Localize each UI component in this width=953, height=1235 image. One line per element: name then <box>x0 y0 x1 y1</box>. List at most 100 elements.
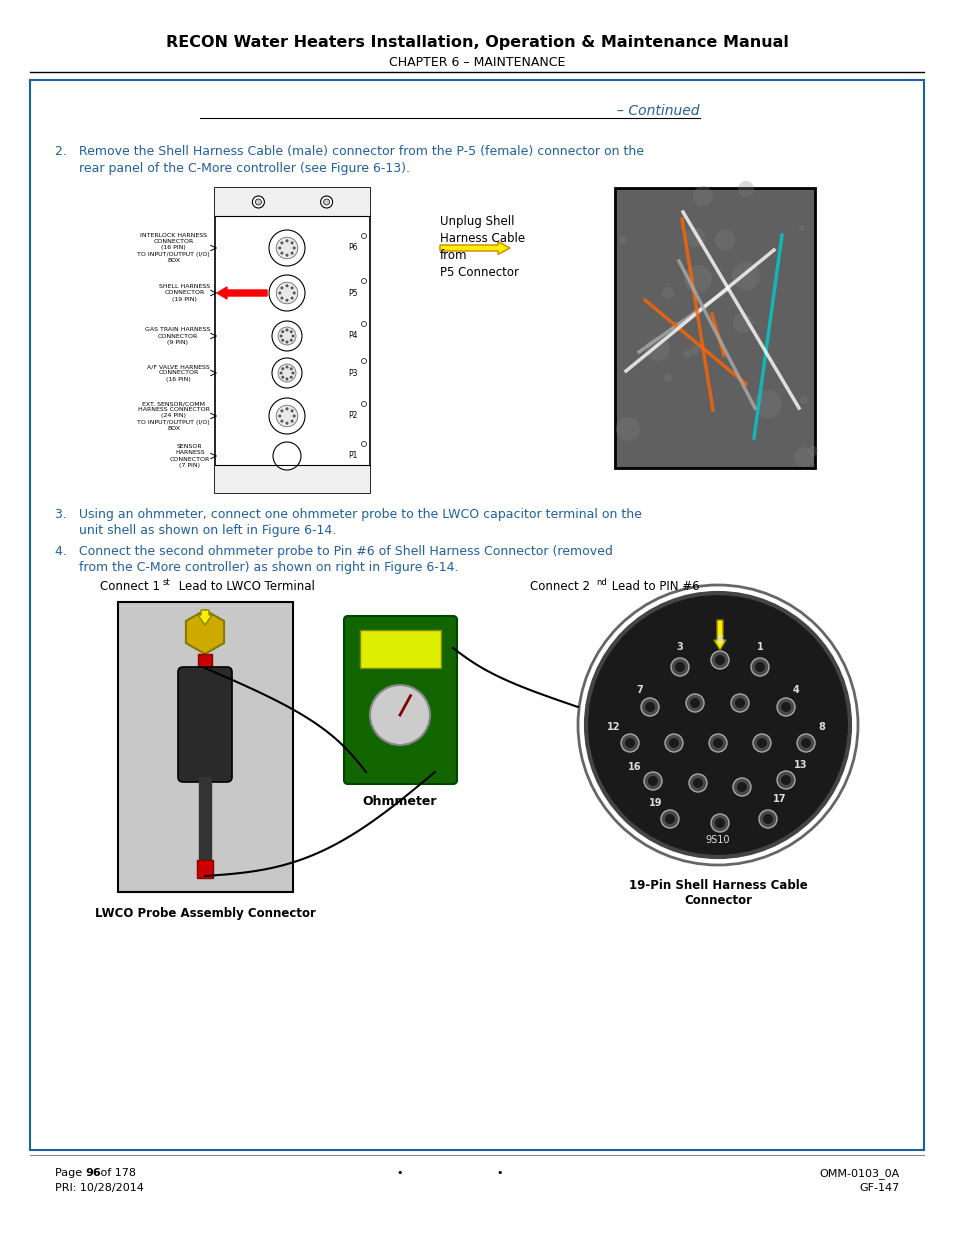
Circle shape <box>285 366 288 368</box>
Bar <box>198 655 212 668</box>
Circle shape <box>692 778 702 788</box>
Circle shape <box>361 401 366 406</box>
Circle shape <box>732 312 752 333</box>
Text: P1: P1 <box>348 452 357 461</box>
Circle shape <box>675 662 684 672</box>
Circle shape <box>290 330 293 333</box>
Circle shape <box>689 345 700 354</box>
Circle shape <box>807 446 817 456</box>
Circle shape <box>280 287 283 289</box>
Bar <box>199 777 211 862</box>
Circle shape <box>757 739 766 748</box>
Circle shape <box>280 296 283 300</box>
Circle shape <box>291 410 294 412</box>
Text: RECON Water Heaters Installation, Operation & Maintenance Manual: RECON Water Heaters Installation, Operat… <box>166 35 787 49</box>
Circle shape <box>293 247 295 249</box>
Circle shape <box>585 593 849 857</box>
Circle shape <box>618 236 626 245</box>
Text: 3: 3 <box>676 642 682 652</box>
Circle shape <box>712 739 722 748</box>
Circle shape <box>273 442 301 471</box>
Circle shape <box>732 778 750 797</box>
Text: CHAPTER 6 – MAINTENANCE: CHAPTER 6 – MAINTENANCE <box>389 56 564 68</box>
Bar <box>615 188 814 468</box>
Circle shape <box>781 701 790 713</box>
Text: EXT. SENSOR/COMM
HARNESS CONNECTOR
(24 PIN)
TO INPUT/OUTPUT (I/O)
BOX: EXT. SENSOR/COMM HARNESS CONNECTOR (24 P… <box>137 401 210 431</box>
Text: 13: 13 <box>794 760 807 769</box>
Circle shape <box>750 658 768 676</box>
Circle shape <box>738 182 753 198</box>
Circle shape <box>292 335 294 337</box>
Text: GAS TRAIN HARNESS
CONNECTOR
(9 PIN): GAS TRAIN HARNESS CONNECTOR (9 PIN) <box>145 327 210 345</box>
Circle shape <box>281 330 284 333</box>
Circle shape <box>616 417 639 441</box>
Circle shape <box>281 338 284 342</box>
Circle shape <box>781 776 790 785</box>
Circle shape <box>280 252 283 254</box>
Circle shape <box>644 701 655 713</box>
Circle shape <box>800 396 807 404</box>
Text: SENSOR
HARNESS
CONNECTOR
(7 PIN): SENSOR HARNESS CONNECTOR (7 PIN) <box>170 445 210 468</box>
Circle shape <box>278 291 281 294</box>
Text: Lead to PIN #6: Lead to PIN #6 <box>607 580 699 593</box>
Text: GF-147: GF-147 <box>859 1183 899 1193</box>
Circle shape <box>692 186 712 206</box>
Circle shape <box>285 421 288 425</box>
Text: 96: 96 <box>85 1168 101 1178</box>
Circle shape <box>292 372 294 374</box>
Circle shape <box>272 358 302 388</box>
Circle shape <box>272 321 302 351</box>
Circle shape <box>269 230 305 266</box>
Text: 12: 12 <box>607 722 620 732</box>
Circle shape <box>291 241 294 245</box>
Circle shape <box>752 734 770 752</box>
Bar <box>196 860 213 878</box>
Text: 2.   Remove the Shell Harness Cable (male) connector from the P-5 (female) conne: 2. Remove the Shell Harness Cable (male)… <box>55 144 643 158</box>
Circle shape <box>799 225 804 231</box>
Circle shape <box>285 253 288 257</box>
Text: P6: P6 <box>348 243 357 252</box>
Bar <box>214 466 370 493</box>
Circle shape <box>279 372 282 374</box>
Circle shape <box>734 698 744 708</box>
Circle shape <box>660 810 679 827</box>
Circle shape <box>801 739 810 748</box>
Circle shape <box>643 772 661 790</box>
Text: 4: 4 <box>792 685 799 695</box>
Circle shape <box>285 240 288 242</box>
FancyArrow shape <box>216 287 267 299</box>
FancyArrow shape <box>439 242 510 254</box>
Text: •: • <box>396 1168 403 1178</box>
Text: 4.   Connect the second ohmmeter probe to Pin #6 of Shell Harness Connector (rem: 4. Connect the second ohmmeter probe to … <box>55 545 612 558</box>
Circle shape <box>293 291 295 294</box>
Circle shape <box>290 367 293 370</box>
Text: 9S10: 9S10 <box>705 835 729 845</box>
Circle shape <box>361 233 366 238</box>
Circle shape <box>277 327 295 345</box>
Text: 6: 6 <box>716 635 722 645</box>
Circle shape <box>278 415 281 417</box>
Circle shape <box>754 662 764 672</box>
Circle shape <box>796 734 814 752</box>
Text: unit shell as shown on left in Figure 6-14.: unit shell as shown on left in Figure 6-… <box>55 524 335 537</box>
Circle shape <box>361 321 366 326</box>
Circle shape <box>737 782 746 792</box>
Circle shape <box>664 734 682 752</box>
Bar <box>214 188 370 216</box>
Text: INTERLOCK HARNESS
CONNECTOR
(16 PIN)
TO INPUT/OUTPUT (I/O)
BOX: INTERLOCK HARNESS CONNECTOR (16 PIN) TO … <box>137 233 210 263</box>
Circle shape <box>285 341 288 343</box>
Circle shape <box>293 415 295 417</box>
Circle shape <box>714 230 734 249</box>
Circle shape <box>280 420 283 422</box>
Text: PRI: 10/28/2014: PRI: 10/28/2014 <box>55 1183 144 1193</box>
Circle shape <box>285 408 288 410</box>
FancyArrow shape <box>713 620 725 650</box>
Bar <box>359 630 440 668</box>
Circle shape <box>664 814 675 824</box>
Text: A/F VALVE HARNESS
CONNECTOR
(16 PIN): A/F VALVE HARNESS CONNECTOR (16 PIN) <box>147 364 210 382</box>
Text: of 178: of 178 <box>97 1168 136 1178</box>
Circle shape <box>776 698 794 716</box>
Text: 19: 19 <box>649 798 662 808</box>
Circle shape <box>281 367 284 370</box>
Circle shape <box>269 398 305 433</box>
